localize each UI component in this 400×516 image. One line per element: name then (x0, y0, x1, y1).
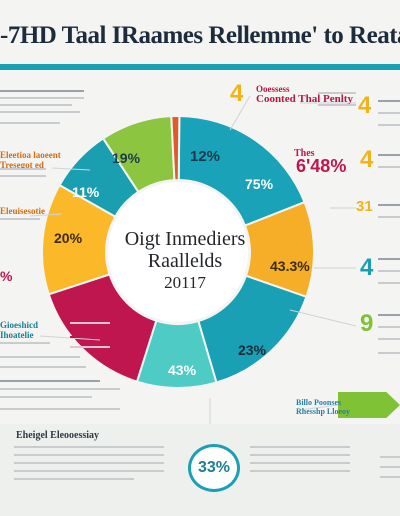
right-number-2: 4 (358, 92, 372, 119)
text-line (378, 154, 400, 156)
connector-line (229, 95, 251, 131)
text-line (318, 92, 356, 94)
text-line (0, 97, 84, 99)
left-note-3-line-2: Ihoatelie (0, 330, 34, 340)
connector-line (29, 213, 63, 217)
text-line (378, 258, 400, 260)
connector-line (39, 335, 101, 341)
text-line (378, 314, 400, 316)
slice-label-43-3: 43.3% (270, 258, 310, 274)
text-line (378, 166, 400, 168)
footer-heading: Eheigel Eleooessiay (16, 430, 100, 441)
text-line (378, 282, 400, 284)
text-line (378, 352, 400, 354)
text-line (378, 100, 400, 102)
left-note-3-line-1: Gioeshicd (0, 320, 39, 330)
text-line (14, 462, 164, 464)
text-line (0, 356, 80, 358)
footer-legend-line-2: Rhesshp Lloeoy (296, 407, 351, 416)
center-text: Oigt Inmediers Raallelds 20117 (100, 228, 270, 294)
title-rule (0, 64, 400, 70)
text-line (378, 338, 400, 340)
right-number-1: 4 (230, 80, 244, 107)
left-note-1: Eleetioa laoeent Tresegot ed (0, 150, 61, 170)
text-line (70, 312, 110, 314)
connector-line (299, 404, 339, 411)
left-note-1-line-1: Eleetioa laoeent (0, 150, 61, 160)
text-line (0, 175, 46, 177)
text-line (0, 408, 120, 410)
top-note: Ooessess Coonted Thal Penlty (256, 84, 353, 105)
text-line (0, 380, 100, 382)
right-number-3: 4 (360, 146, 374, 173)
footer-legend-line-1: Billo Poonses (296, 398, 342, 407)
text-line (0, 168, 46, 170)
slice-label-43: 43% (168, 362, 197, 378)
text-line (0, 218, 40, 220)
left-note-3: Gioeshicd Ihoatelie (0, 320, 38, 340)
connector-line (289, 309, 357, 327)
text-line (0, 396, 92, 398)
top-note-line-1: Ooessess (256, 84, 290, 94)
right-number-6: 9 (360, 310, 374, 337)
text-line (14, 446, 164, 448)
center-line-1: Oigt Inmediers (124, 228, 246, 250)
text-line (250, 454, 350, 456)
text-line (250, 446, 350, 448)
pink-prefix: Thes (294, 148, 315, 159)
text-line (0, 122, 60, 124)
text-line (0, 104, 72, 106)
text-line (378, 112, 400, 114)
text-line (250, 470, 350, 472)
text-line (378, 216, 400, 218)
slice-label-19: 19% (112, 150, 141, 166)
text-line (318, 104, 356, 106)
slice-label-75: 75% (245, 176, 274, 192)
text-line (380, 466, 400, 468)
slice-label-12: 12% (190, 148, 221, 165)
text-line (14, 470, 164, 472)
text-line (378, 270, 400, 272)
page-title: -7HD Taal IRaames Rellemme' to Reatamn (0, 22, 400, 49)
slice-label-11: 11% (72, 184, 100, 200)
top-note-line-2: Coonted Thal Penlty (256, 93, 353, 105)
left-note-2: Eleuisesotie (0, 206, 45, 216)
text-line (380, 476, 400, 478)
text-line (378, 124, 400, 126)
text-line (70, 336, 110, 338)
left-note-2-line-1: Eleuisesotie (0, 206, 45, 216)
green-arrow-icon (338, 392, 400, 418)
text-line (378, 326, 400, 328)
center-line-3: 20117 (164, 273, 206, 292)
left-note-1-line-2: Tresegot ed (0, 160, 44, 170)
right-number-4: 31 (356, 198, 373, 215)
text-line (14, 478, 134, 480)
slice-label-20: 20% (54, 230, 83, 246)
connector-line (51, 167, 91, 171)
right-number-5: 4 (360, 254, 374, 281)
text-line (378, 204, 400, 206)
slice-label-23: 23% (238, 342, 267, 358)
center-line-2: Raallelds (147, 250, 223, 272)
text-line (0, 342, 50, 344)
text-line (0, 366, 86, 368)
text-line (250, 462, 350, 464)
text-line (0, 388, 120, 390)
left-percent: % (0, 268, 13, 284)
text-line (0, 90, 84, 92)
text-line (70, 346, 110, 348)
text-line (0, 111, 80, 113)
footer-badge: 33% (188, 444, 240, 492)
pink-value: 6'48% (296, 156, 347, 176)
donut-hole (108, 182, 248, 322)
footer-legend: Billo Poonses Rhesshp Lloeoy (296, 398, 350, 416)
text-line (380, 456, 400, 458)
pie-slice (170, 115, 181, 182)
text-line (14, 454, 164, 456)
text-line (70, 322, 110, 324)
